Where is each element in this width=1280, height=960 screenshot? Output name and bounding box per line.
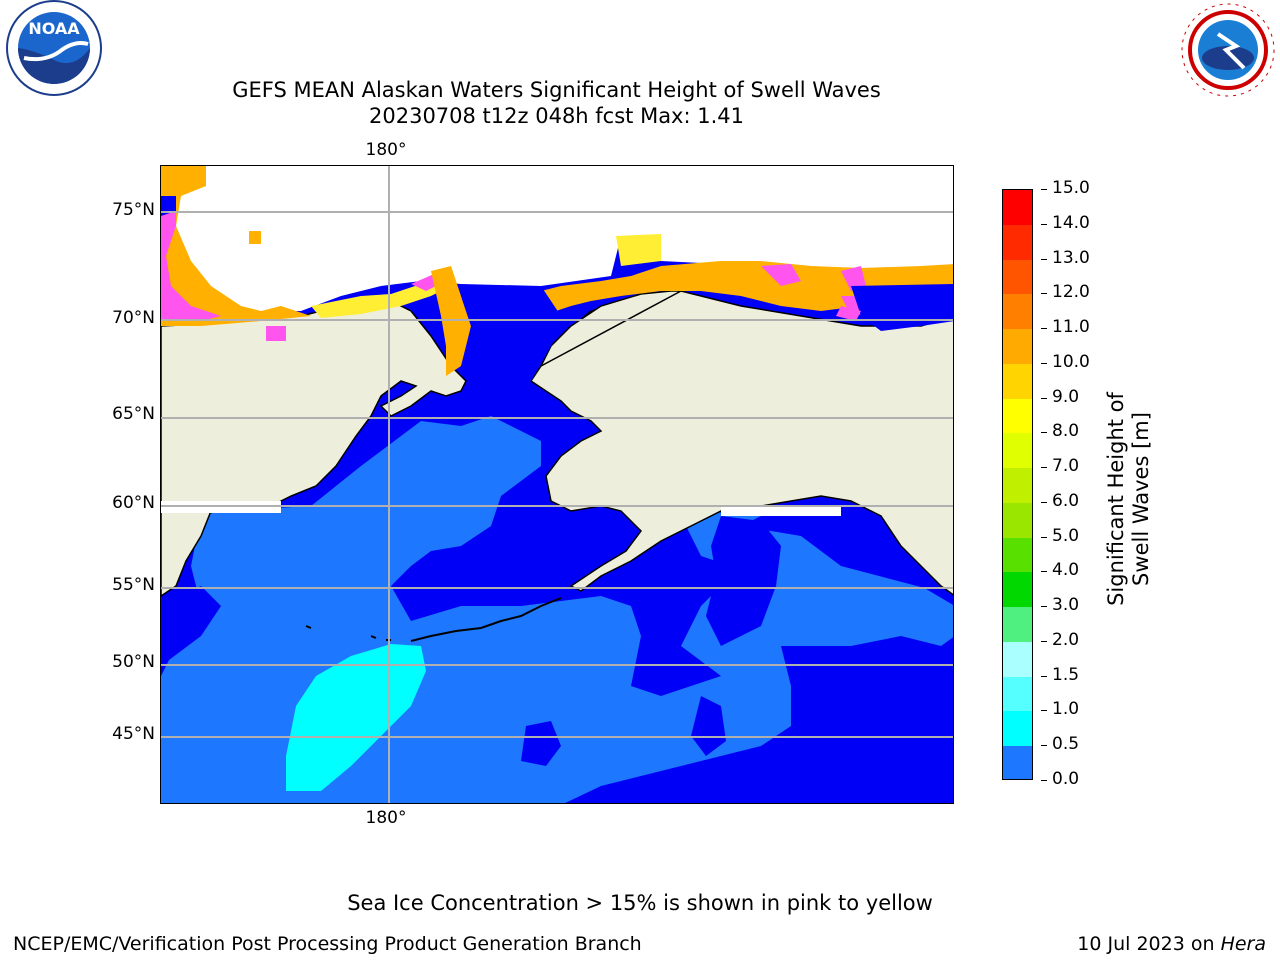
noaa-logo: NOAA xyxy=(4,0,104,100)
colorbar-tick-label: 13.0 xyxy=(1052,247,1090,268)
aleutian-islands xyxy=(305,597,562,642)
colorbar-tick-mark xyxy=(1041,397,1047,399)
colorbar-tick-mark xyxy=(1041,432,1047,434)
colorbar-segment xyxy=(1003,329,1032,364)
lat-label-60: 60°N xyxy=(112,493,155,513)
colorbar-segment xyxy=(1003,641,1032,677)
colorbar-tick-mark xyxy=(1041,362,1047,364)
colorbar-segment xyxy=(1003,676,1032,712)
sea-band-0-0.5-lobe-3 xyxy=(521,721,561,766)
footer-date-text: 10 Jul 2023 on xyxy=(1077,933,1221,955)
sea-band-0-0.5-lobe-4 xyxy=(161,586,221,666)
sea-band-0-0.5-lobe-1 xyxy=(706,516,781,646)
colorbar-tick-label: 8.0 xyxy=(1052,421,1080,442)
colorbar-segment xyxy=(1003,190,1032,225)
colorbar-tick-mark xyxy=(1041,258,1047,260)
colorbar-tick-mark xyxy=(1041,501,1047,503)
colorbar-segment xyxy=(1003,363,1032,399)
colorbar-tick-mark xyxy=(1041,223,1047,225)
graticule xyxy=(161,166,953,803)
swell-height-map xyxy=(160,165,954,804)
noaa-logo-text: NOAA xyxy=(28,19,80,38)
colorbar-tick-label: 2.0 xyxy=(1052,629,1080,650)
colorbar-tick-mark xyxy=(1041,606,1047,608)
lat-label-75: 75°N xyxy=(112,200,155,220)
colorbar-tick-label: 10.0 xyxy=(1052,351,1090,372)
colorbar-segment xyxy=(1003,502,1032,538)
colorbar-tick-label: 14.0 xyxy=(1052,212,1090,233)
sea-band-0-0.5-lobe-2 xyxy=(691,696,726,756)
colorbar-segment xyxy=(1003,259,1032,295)
colorbar-tick-label: 7.0 xyxy=(1052,456,1080,477)
footer-credit: NCEP/EMC/Verification Post Processing Pr… xyxy=(13,933,642,955)
colorbar-segment xyxy=(1003,537,1032,573)
colorbar-tick-mark xyxy=(1041,467,1047,469)
colorbar-segment xyxy=(1003,294,1032,329)
colorbar-tick-label: 4.0 xyxy=(1052,560,1080,581)
colorbar-tick-label: 15.0 xyxy=(1052,178,1090,198)
colorbar-segment xyxy=(1003,607,1032,642)
lat-label-70: 70°N xyxy=(112,308,155,328)
lon-label-top: 180° xyxy=(365,140,407,160)
colorbar-segment xyxy=(1003,433,1032,468)
colorbar-tick-label: 11.0 xyxy=(1052,317,1090,338)
sea-band-1.0-1.5 xyxy=(286,644,426,791)
lat-label-50: 50°N xyxy=(112,652,155,672)
lat-label-55: 55°N xyxy=(112,575,155,595)
colorbar-tick-label: 0.0 xyxy=(1052,769,1080,789)
colorbar-tick-label: 5.0 xyxy=(1052,525,1080,546)
colorbar-tick-mark xyxy=(1041,710,1047,712)
lat-label-65: 65°N xyxy=(112,404,155,424)
colorbar-segment xyxy=(1003,468,1032,503)
colorbar-tick-label: 6.0 xyxy=(1052,490,1080,511)
colorbar-segment xyxy=(1003,572,1032,607)
colorbar-segment xyxy=(1003,711,1032,746)
colorbar-tick-mark xyxy=(1041,536,1047,538)
colorbar-tick-mark xyxy=(1041,780,1047,781)
colorbar-tick-mark xyxy=(1041,745,1047,747)
colorbar-segment xyxy=(1003,398,1032,434)
colorbar-tick-label: 1.5 xyxy=(1052,664,1080,685)
colorbar-tick-label: 9.0 xyxy=(1052,386,1080,407)
footer-date: 10 Jul 2023 on Hera xyxy=(1077,933,1266,955)
nws-logo xyxy=(1178,0,1278,100)
colorbar-tick-mark xyxy=(1041,328,1047,330)
sea-ice-caption: Sea Ice Concentration > 15% is shown in … xyxy=(347,891,933,915)
colorbar-tick-label: 0.5 xyxy=(1052,734,1080,755)
lat-label-45: 45°N xyxy=(112,724,155,744)
colorbar-tick-label: 12.0 xyxy=(1052,282,1090,303)
colorbar-tick-mark xyxy=(1041,640,1047,642)
chart-title: GEFS MEAN Alaskan Waters Significant Hei… xyxy=(232,78,881,102)
colorbar-segment xyxy=(1003,746,1032,779)
colorbar-tick-label: 1.0 xyxy=(1052,699,1080,720)
footer-host: Hera xyxy=(1220,933,1266,955)
sea-ice xyxy=(161,166,953,381)
colorbar-tick-mark xyxy=(1041,571,1047,573)
colorbar-label: Significant Height of Swell Waves [m] xyxy=(1104,392,1153,606)
colorbar-tick-label: 3.0 xyxy=(1052,595,1080,616)
chart-subtitle: 20230708 t12z 048h fcst Max: 1.41 xyxy=(369,104,744,128)
colorbar-tick-mark xyxy=(1041,675,1047,677)
land-alaska xyxy=(529,290,953,596)
sea-band-0-0.5-lobe-5 xyxy=(741,506,953,596)
colorbar xyxy=(1002,189,1033,780)
lon-label-bottom: 180° xyxy=(365,808,407,828)
colorbar-tick-mark xyxy=(1041,189,1047,190)
colorbar-segment xyxy=(1003,224,1032,260)
colorbar-tick-mark xyxy=(1041,293,1047,295)
